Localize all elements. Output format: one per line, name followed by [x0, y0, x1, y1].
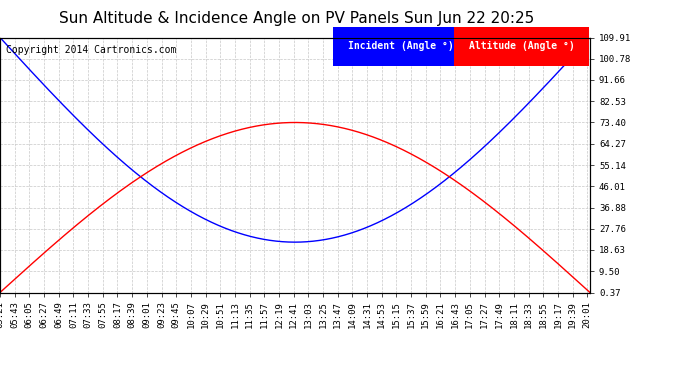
Text: Copyright 2014 Cartronics.com: Copyright 2014 Cartronics.com	[6, 45, 176, 55]
Text: Altitude (Angle °): Altitude (Angle °)	[469, 41, 575, 51]
Text: Incident (Angle °): Incident (Angle °)	[348, 41, 454, 51]
Text: Sun Altitude & Incidence Angle on PV Panels Sun Jun 22 20:25: Sun Altitude & Incidence Angle on PV Pan…	[59, 11, 534, 26]
